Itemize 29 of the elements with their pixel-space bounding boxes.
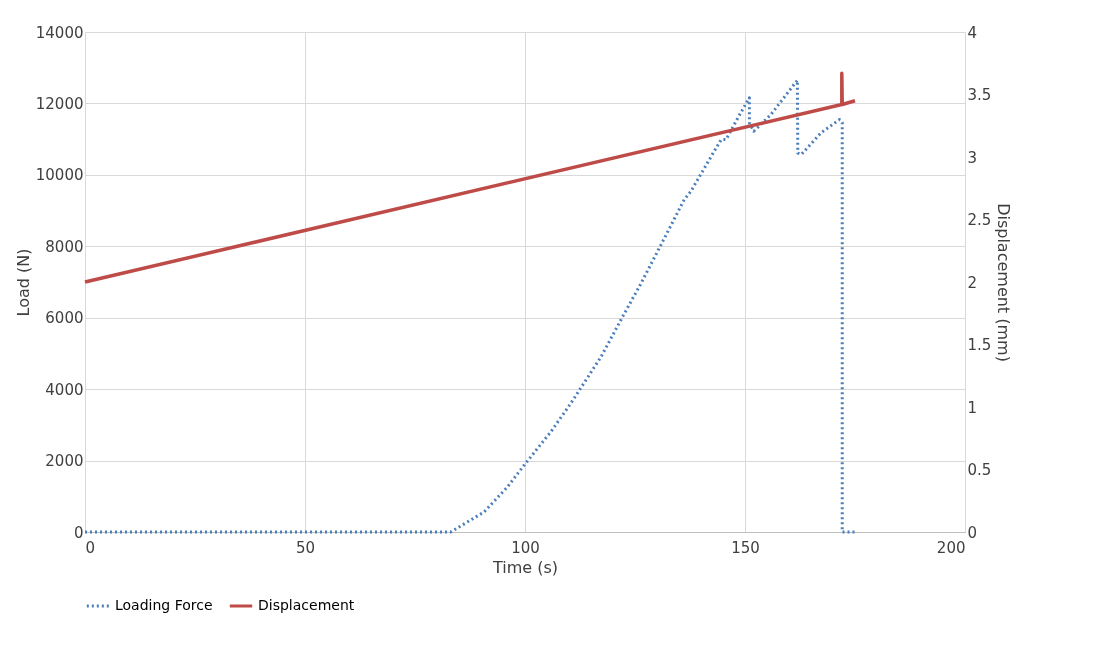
y-tick-label: 4000 xyxy=(45,380,84,399)
y2-tick-label: 0 xyxy=(967,523,978,542)
y2-tick-label: 2.5 xyxy=(967,211,992,229)
y-tick-label: 8000 xyxy=(45,237,84,256)
y2-tick-label: 2 xyxy=(967,273,978,292)
line-series xyxy=(83,78,857,534)
y-tick-label: 2000 xyxy=(45,452,84,471)
y-tick-label: 14000 xyxy=(35,23,84,42)
x-tick-label: 100 xyxy=(511,538,540,557)
x-tick-label: 200 xyxy=(936,538,966,557)
y-tick-label: 0 xyxy=(73,523,84,542)
y2-tick-label: 3 xyxy=(967,148,978,167)
y-tick-label: 6000 xyxy=(45,309,84,328)
legend-label: Displacement xyxy=(258,597,355,613)
y-axis-title: Load (N) xyxy=(13,248,33,317)
y2-tick-label: 1 xyxy=(967,398,978,417)
x-tick-label: 0 xyxy=(85,538,96,557)
y2-axis-title: Displacement (mm) xyxy=(994,203,1014,362)
y2-tick-label: 3.5 xyxy=(967,86,992,104)
line-series xyxy=(83,71,857,284)
x-tick-label: 150 xyxy=(731,538,760,557)
y-tick-label: 10000 xyxy=(35,166,84,185)
y2-tick-label: 0.5 xyxy=(967,461,992,479)
y-tick-label: 12000 xyxy=(35,94,84,113)
y2-tick-label: 4 xyxy=(967,23,978,42)
legend-label: Loading Force xyxy=(115,597,213,613)
x-axis-title: Time (s) xyxy=(491,557,559,577)
x-tick-label: 50 xyxy=(295,538,316,557)
y2-tick-label: 1.5 xyxy=(967,336,992,354)
